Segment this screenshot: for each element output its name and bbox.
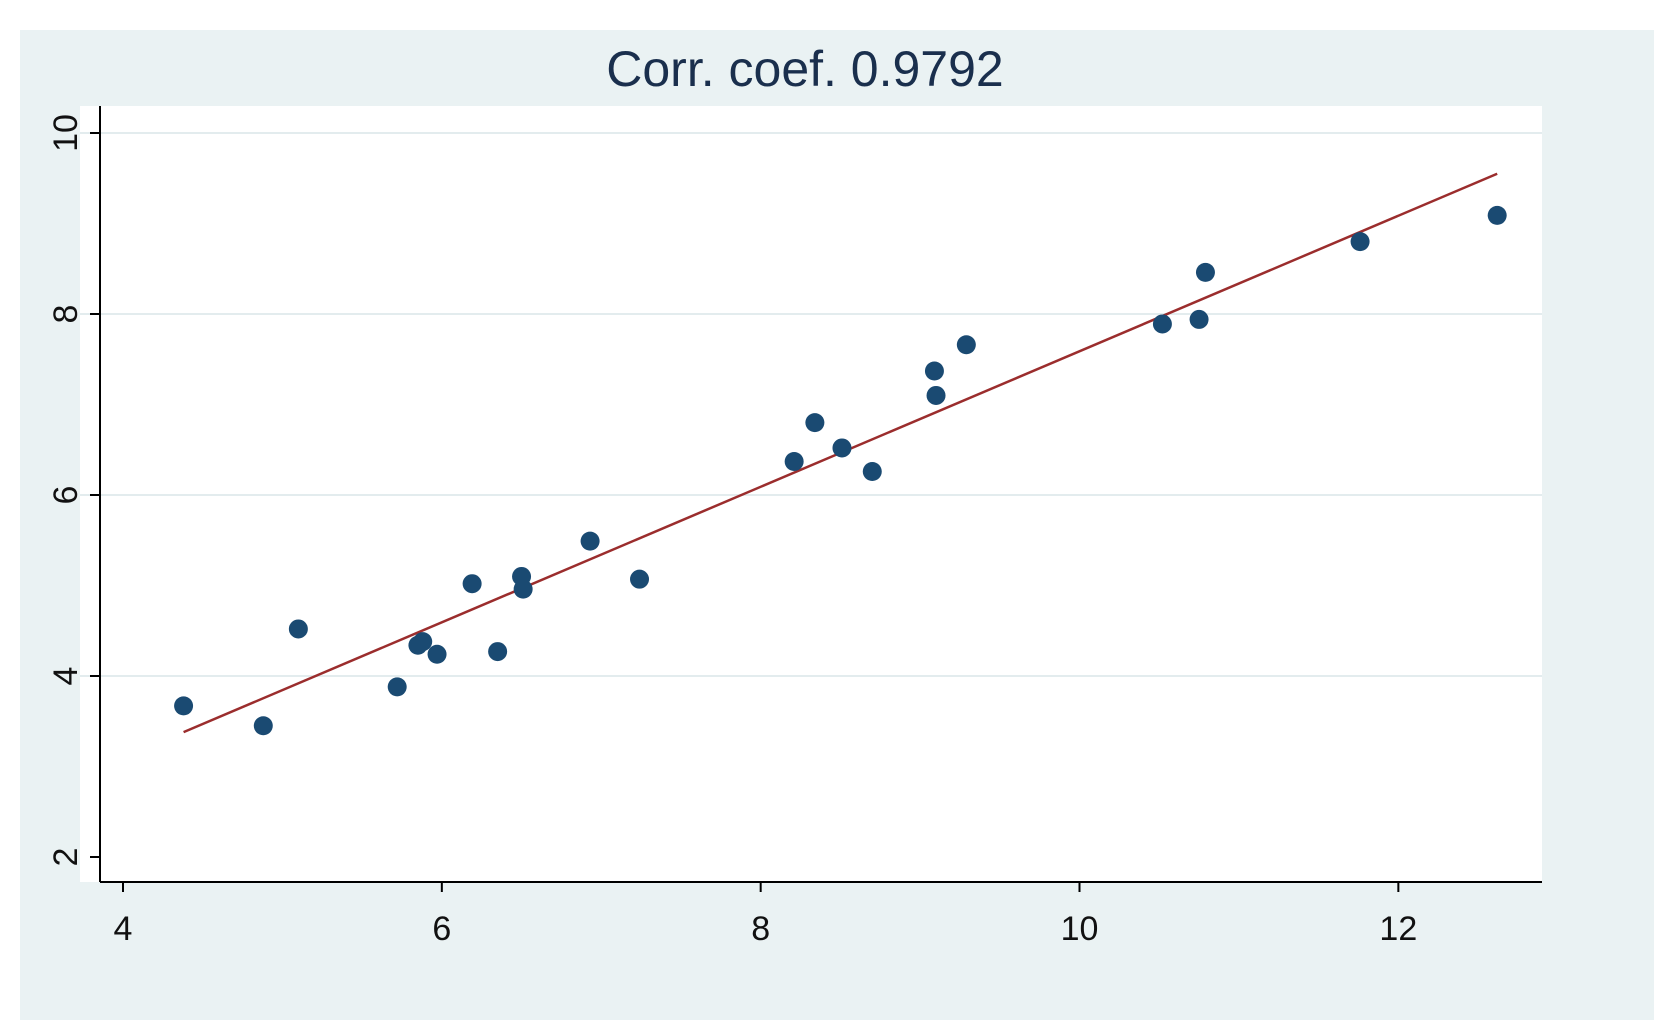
data-point — [1152, 314, 1172, 334]
grid-lines — [80, 132, 1542, 677]
y-tick-label: 4 — [47, 667, 85, 686]
data-point — [1350, 232, 1370, 252]
y-tick-label: 8 — [47, 305, 85, 324]
data-point — [174, 696, 194, 716]
data-point — [862, 461, 882, 481]
chart-figure: Corr. coef. 0.9792 2 4 6 8 10 4 6 8 10 12 — [20, 30, 1654, 1020]
data-point — [288, 619, 308, 639]
scatter-plot: Corr. coef. 0.9792 2 4 6 8 10 4 6 8 10 12 — [47, 41, 1542, 948]
y-axis-ticks: 2 4 6 8 10 — [47, 114, 100, 866]
data-point — [580, 531, 600, 551]
data-point — [387, 677, 407, 697]
data-point — [926, 385, 946, 405]
data-point — [1189, 309, 1209, 329]
data-point — [956, 335, 976, 355]
data-point — [1487, 205, 1507, 225]
chart-title: Corr. coef. 0.9792 — [606, 41, 1003, 97]
x-tick-label: 4 — [114, 910, 133, 948]
data-point — [427, 644, 447, 664]
x-tick-label: 6 — [432, 910, 451, 948]
data-point — [1195, 262, 1215, 282]
data-point — [462, 574, 482, 594]
y-tick-label: 2 — [47, 848, 85, 867]
data-point — [630, 569, 650, 589]
data-point — [832, 438, 852, 458]
data-point — [253, 716, 273, 736]
x-tick-label: 12 — [1379, 910, 1417, 948]
y-tick-label: 10 — [47, 114, 85, 152]
x-axis-ticks: 4 6 8 10 12 — [114, 882, 1417, 948]
x-tick-label: 8 — [751, 910, 770, 948]
data-point — [924, 361, 944, 381]
data-points — [174, 205, 1507, 736]
data-point — [488, 642, 508, 662]
data-point — [513, 579, 533, 599]
x-tick-label: 10 — [1061, 910, 1099, 948]
y-tick-label: 6 — [47, 486, 85, 505]
data-point — [784, 452, 804, 472]
data-point — [413, 632, 433, 652]
data-point — [805, 413, 825, 433]
